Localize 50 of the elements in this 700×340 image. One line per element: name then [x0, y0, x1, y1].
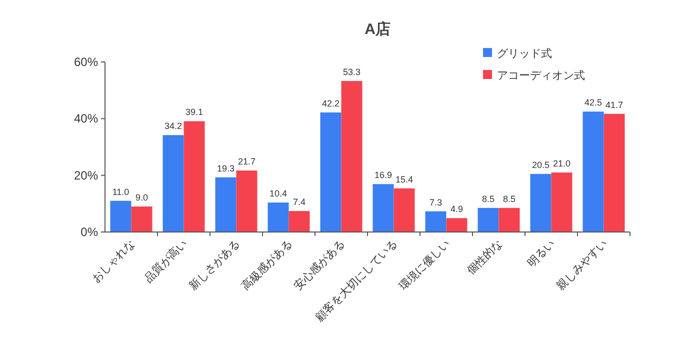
data-label: 4.9 — [450, 204, 464, 214]
bar — [131, 206, 152, 232]
data-label: 21.7 — [238, 156, 256, 167]
bar — [498, 208, 520, 232]
bar — [372, 184, 394, 232]
data-label: 21.0 — [552, 158, 571, 168]
bar — [288, 211, 310, 232]
bar — [184, 121, 205, 232]
bar — [551, 172, 572, 232]
data-label: 20.5 — [532, 160, 550, 170]
bar — [394, 188, 415, 232]
data-label: 7.3 — [429, 197, 442, 208]
data-label: 7.4 — [292, 197, 306, 208]
data-label: 42.5 — [584, 98, 602, 108]
bar — [162, 135, 184, 232]
bar — [320, 112, 342, 232]
bar — [530, 174, 552, 232]
bar — [582, 112, 604, 232]
bar — [236, 170, 258, 232]
data-label: 16.9 — [374, 170, 392, 180]
legend-label: グリッド式 — [497, 47, 552, 60]
x-tick-label: 個性的な — [465, 238, 505, 278]
bar — [446, 218, 468, 232]
data-label: 42.2 — [322, 98, 340, 108]
bar — [215, 177, 236, 232]
bar — [425, 211, 446, 232]
y-tick-label: 40% — [74, 112, 98, 126]
data-label: 8.5 — [482, 194, 495, 204]
bar — [110, 200, 132, 232]
legend-label: アコーディオン式 — [497, 69, 585, 82]
bar — [478, 208, 499, 232]
data-label: 8.5 — [502, 194, 516, 204]
x-tick-label: 環境に優しい — [396, 236, 452, 293]
data-label: 53.3 — [342, 66, 361, 77]
y-tick-label: 0% — [80, 225, 98, 239]
y-tick-label: 20% — [74, 168, 98, 182]
chart-title: A店 — [364, 20, 390, 38]
bar — [268, 202, 289, 232]
data-label: 39.1 — [185, 107, 204, 118]
bar — [341, 80, 362, 232]
data-label: 11.0 — [112, 186, 130, 197]
data-label: 15.4 — [395, 174, 414, 184]
data-label: 19.3 — [216, 163, 235, 174]
y-tick-label: 60% — [74, 55, 98, 69]
data-label: 41.7 — [605, 100, 624, 110]
data-label: 34.2 — [164, 121, 182, 132]
data-label: 10.4 — [269, 188, 288, 199]
data-label: 9.0 — [135, 192, 148, 202]
x-tick-label: おしゃれな — [90, 238, 138, 286]
bar — [604, 114, 625, 232]
